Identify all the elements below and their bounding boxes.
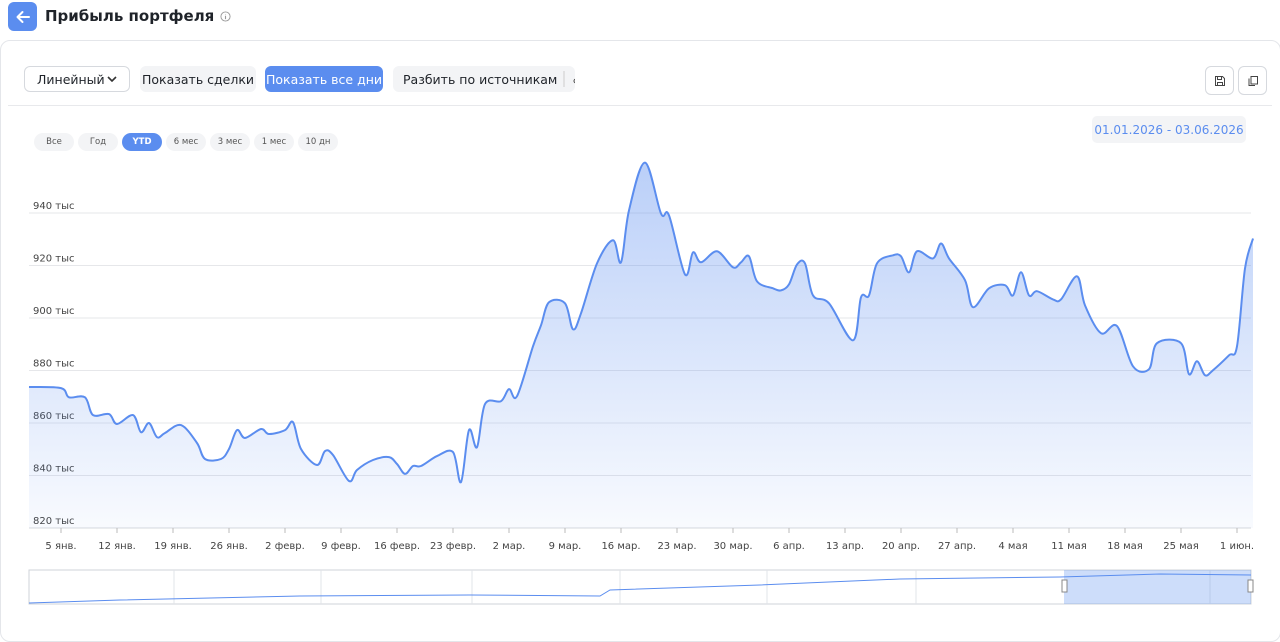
toolbar-button[interactable]: Показать сделки (140, 66, 256, 92)
separator (8, 105, 1272, 106)
split-icon (563, 71, 575, 87)
save-button[interactable] (1205, 66, 1234, 95)
x-tick-label: 1 июн. (1220, 541, 1254, 552)
x-tick-label: 2 февр. (265, 541, 305, 552)
copy-icon (1248, 75, 1258, 86)
y-tick-label: 880 тыс (33, 359, 74, 370)
range-button[interactable]: Все (34, 133, 74, 151)
y-tick-label: 900 тыс (33, 306, 74, 317)
navigator-handle[interactable] (1247, 579, 1254, 593)
x-tick-label: 9 мар. (549, 541, 582, 552)
line (28, 161, 1254, 484)
chevron (107, 76, 117, 82)
x-tick-label: 9 февр. (321, 541, 361, 552)
x-tick-label: 25 мая (1163, 541, 1199, 552)
info-icon[interactable] (220, 11, 231, 22)
x-tick-label: 13 апр. (826, 541, 864, 552)
view-select[interactable]: Линейный (24, 66, 130, 92)
x-tick-label: 23 февр. (430, 541, 476, 552)
x-tick-label: 30 мар. (713, 541, 752, 552)
card (0, 40, 1280, 642)
x-tick-label: 5 янв. (45, 541, 76, 552)
x-tick-label: 27 апр. (938, 541, 976, 552)
range-button[interactable]: 6 мес (166, 133, 206, 151)
area (29, 162, 1253, 528)
navigator-handle[interactable] (1061, 579, 1068, 593)
toolbar-button[interactable]: Показать все дни (265, 66, 383, 92)
x-tick-label: 19 янв. (154, 541, 192, 552)
x-tick-label: 6 апр. (773, 541, 805, 552)
y-tick-label: 920 тыс (33, 254, 74, 265)
x-tick-label: 2 мар. (493, 541, 526, 552)
button-text: Разбить по источникам (403, 71, 558, 87)
navigator-selection[interactable] (1064, 570, 1251, 604)
x-tick-label: 16 февр. (374, 541, 420, 552)
y-tick-label: 940 тыс (33, 201, 74, 212)
x-tick-label: 26 янв. (210, 541, 248, 552)
range-button[interactable]: 3 мес (210, 133, 250, 151)
button-text: Показать все дни (265, 71, 383, 87)
view-select-text: Линейный (37, 71, 105, 87)
range-button[interactable]: YTD (122, 133, 162, 151)
copy-button[interactable] (1238, 66, 1267, 95)
back-arrow (16, 10, 30, 23)
range-button[interactable]: 1 мес (254, 133, 294, 151)
range-button[interactable]: 10 дн (298, 133, 338, 151)
navigator[interactable] (28, 569, 1254, 605)
button-text: Показать сделки (141, 71, 255, 87)
navigator-line (28, 573, 1252, 604)
x-tick-label: 11 мая (1051, 541, 1087, 552)
x-tick-label: 20 апр. (882, 541, 920, 552)
x-tick-label: 18 мая (1107, 541, 1143, 552)
x-tick-label: 12 янв. (98, 541, 136, 552)
x-tick-label: 16 мар. (601, 541, 640, 552)
page-title: Прибыль портфеля (45, 7, 231, 25)
save-icon (1214, 75, 1225, 86)
title-text: Прибыль портфеля (45, 7, 215, 25)
back-button[interactable] (8, 2, 37, 31)
x-tick-label: 4 мая (998, 541, 1027, 552)
x-tick-label: 23 мар. (657, 541, 696, 552)
toolbar-button[interactable]: Разбить по источникам (393, 66, 575, 92)
range-button[interactable]: Год (78, 133, 118, 151)
date-range[interactable]: 01.01.2026 - 03.06.2026 (1092, 116, 1246, 143)
